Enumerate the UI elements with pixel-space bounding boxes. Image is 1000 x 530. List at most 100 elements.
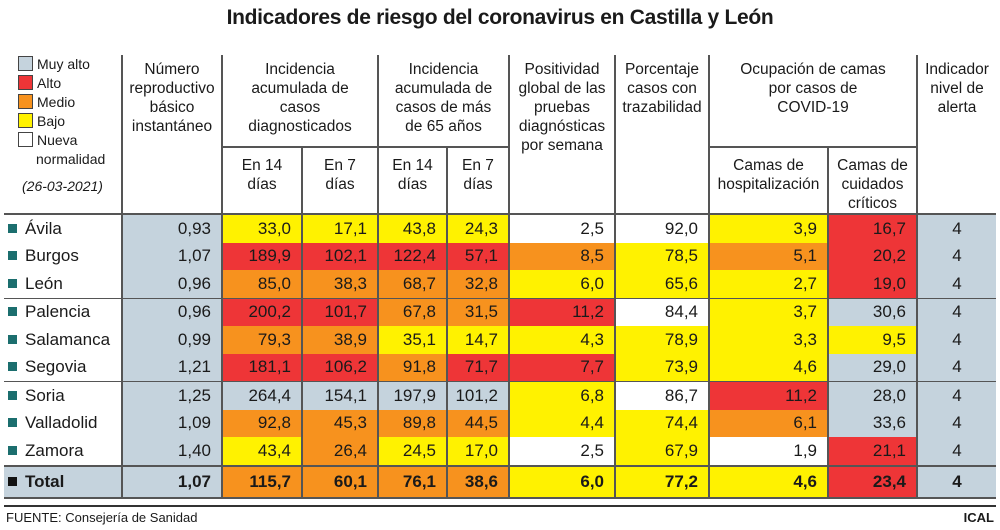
legend-item: Bajo [4, 112, 121, 131]
province-label: Palencia [4, 297, 122, 326]
cell-ia-7: 102,1 [301, 242, 378, 270]
total-row: Total 1,07 115,7 60,1 76,1 38,6 6,0 77,2 4,6 23,4… [4, 464, 996, 499]
legend-item: Muy alto [4, 55, 121, 74]
cell-ia-14: 264,4 [221, 381, 302, 410]
cell-trazabilidad: 67,9 [614, 437, 709, 466]
cell-indicador: 4 [916, 270, 996, 298]
cell-ia65-14: 122,4 [377, 242, 447, 270]
header-ia65: Incidencia acumulada de casos de más de … [377, 55, 509, 147]
cell-r: 1,09 [121, 409, 222, 437]
cell-uci: 33,6 [827, 409, 917, 437]
province-name: Zamora [25, 440, 84, 460]
province-name: León [25, 273, 63, 293]
cell-ia-7: 45,3 [301, 409, 378, 437]
cell-uci: 19,0 [827, 270, 917, 298]
cell-ia-7: 17,1 [301, 213, 378, 243]
cell-hosp: 3,9 [708, 213, 828, 243]
cell-ia-7: 60,1 [301, 464, 378, 499]
cell-indicador: 4 [916, 242, 996, 270]
cell-ia65-14: 91,8 [377, 353, 447, 382]
province-name: Soria [25, 385, 65, 405]
cell-ia-14: 85,0 [221, 270, 302, 298]
cell-positividad: 2,5 [508, 213, 615, 243]
header-positividad: Positividad global de las pruebas diagnó… [508, 55, 615, 214]
cell-indicador: 4 [916, 409, 996, 437]
cell-uci: 23,4 [827, 464, 917, 499]
cell-trazabilidad: 73,9 [614, 353, 709, 382]
province-label: Ávila [4, 213, 122, 243]
cell-indicador: 4 [916, 326, 996, 354]
legend-label: Bajo [37, 113, 66, 129]
table-row: Segovia 1,21 181,1 106,2 91,8 71,7 7,7 73,9 4,6 2… [4, 353, 996, 382]
province-name: Segovia [25, 357, 87, 377]
header-ia-14: En 14 días [221, 146, 302, 214]
cell-trazabilidad: 92,0 [614, 213, 709, 243]
cell-ia-7: 101,7 [301, 297, 378, 326]
cell-hosp: 3,7 [708, 297, 828, 326]
cell-hosp: 3,3 [708, 326, 828, 354]
province-label: León [4, 270, 122, 298]
bullet-icon [8, 334, 17, 344]
header-indicador: Indicador nivel de alerta [916, 55, 996, 214]
bullet-icon [8, 251, 17, 261]
bullet-icon [8, 476, 17, 486]
province-label: Valladolid [4, 409, 122, 437]
cell-trazabilidad: 78,9 [614, 326, 709, 354]
legend-swatch [18, 75, 33, 90]
cell-ia-14: 200,2 [221, 297, 302, 326]
cell-ia65-14: 89,8 [377, 409, 447, 437]
cell-uci: 9,5 [827, 326, 917, 354]
cell-r: 1,07 [121, 464, 222, 499]
cell-ia-14: 43,4 [221, 437, 302, 466]
cell-r: 1,21 [121, 353, 222, 382]
province-name: Burgos [25, 246, 79, 266]
cell-ia65-7: 101,2 [446, 381, 509, 410]
cell-r: 1,40 [121, 437, 222, 466]
cell-ia-7: 38,9 [301, 326, 378, 354]
table-row: León 0,96 85,0 38,3 68,7 32,8 6,0 65,6 2,7 19,0 4 [4, 270, 996, 298]
table-row: Zamora 1,40 43,4 26,4 24,5 17,0 2,5 67,9 1,9 21,1… [4, 437, 996, 466]
header-ocupacion: Ocupación de camas por casos de COVID-19 [708, 55, 917, 147]
cell-r: 0,99 [121, 326, 222, 354]
cell-indicador: 4 [916, 437, 996, 466]
cell-hosp: 4,6 [708, 464, 828, 499]
cell-r: 0,96 [121, 270, 222, 298]
cell-uci: 28,0 [827, 381, 917, 410]
cell-positividad: 11,2 [508, 297, 615, 326]
province-label: Segovia [4, 353, 122, 382]
province-label: Salamanca [4, 326, 122, 354]
risk-indicators-table: Muy alto Alto Medio Bajo Nueva normalidad (2… [4, 55, 996, 499]
cell-indicador: 4 [916, 381, 996, 410]
cell-ia-14: 181,1 [221, 353, 302, 382]
legend-item: Medio [4, 93, 121, 112]
header-ia65-14: En 14 días [377, 146, 447, 214]
cell-trazabilidad: 86,7 [614, 381, 709, 410]
cell-uci: 29,0 [827, 353, 917, 382]
header-r: Número reproductivo básico instantáneo [121, 55, 222, 214]
cell-positividad: 8,5 [508, 242, 615, 270]
bullet-icon [8, 445, 17, 455]
cell-trazabilidad: 77,2 [614, 464, 709, 499]
cell-ia65-7: 38,6 [446, 464, 509, 499]
cell-ia65-14: 68,7 [377, 270, 447, 298]
header-trazabilidad: Porcentaje casos con trazabilidad [614, 55, 709, 214]
cell-hosp: 6,1 [708, 409, 828, 437]
cell-ia-14: 92,8 [221, 409, 302, 437]
cell-ia65-7: 17,0 [446, 437, 509, 466]
cell-positividad: 6,0 [508, 464, 615, 499]
cell-r: 1,25 [121, 381, 222, 410]
header-ia: Incidencia acumulada de casos diagnostic… [221, 55, 378, 147]
legend-swatch [18, 132, 33, 147]
cell-ia65-7: 71,7 [446, 353, 509, 382]
cell-uci: 30,6 [827, 297, 917, 326]
bullet-icon [8, 223, 17, 233]
table-row: Soria 1,25 264,4 154,1 197,9 101,2 6,8 86,7 11,2… [4, 381, 996, 410]
cell-ia65-7: 32,8 [446, 270, 509, 298]
province-label: Burgos [4, 242, 122, 270]
header-uci: Camas de cuidados críticos [827, 146, 917, 214]
cell-ia65-14: 67,8 [377, 297, 447, 326]
legend-label: Nueva [37, 132, 78, 148]
cell-positividad: 4,4 [508, 409, 615, 437]
cell-r: 0,93 [121, 213, 222, 243]
